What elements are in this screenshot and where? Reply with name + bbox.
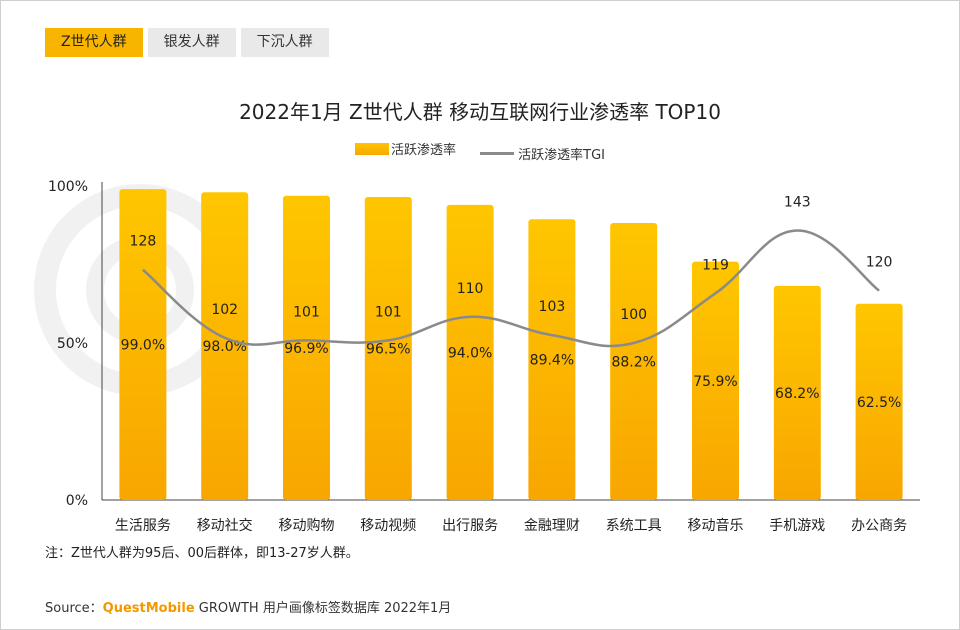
tgi-value-label: 120 <box>866 255 893 271</box>
tgi-value-label: 101 <box>375 304 402 320</box>
legend-bar-swatch <box>354 142 389 155</box>
bar-value-label: 94.0% <box>448 345 492 361</box>
chart-legend: 活跃渗透率 活跃渗透率TGI <box>0 139 960 163</box>
x-tick-label: 金融理财 <box>524 518 580 534</box>
y-tick-label: 0% <box>66 493 88 509</box>
legend-line-swatch <box>480 151 515 155</box>
tgi-value-label: 110 <box>457 281 484 297</box>
bar <box>773 285 821 500</box>
x-tick-label: 办公商务 <box>851 518 907 534</box>
x-tick-label: 移动购物 <box>279 518 335 534</box>
tgi-value-label: 103 <box>539 299 566 315</box>
bar <box>692 261 739 500</box>
bar <box>610 223 658 500</box>
x-tick-label: 出行服务 <box>442 518 498 534</box>
bar-value-label: 96.5% <box>366 341 410 357</box>
source-prefix: Source： <box>45 601 103 616</box>
source-brand: QuestMobile <box>102 601 195 616</box>
tab-silver[interactable]: 银发人群 <box>147 28 236 57</box>
bar-value-label: 88.2% <box>611 355 655 371</box>
group-tabs: Z世代人群 银发人群 下沉人群 <box>45 28 329 57</box>
legend-label-tgi: 活跃渗透率TGI <box>518 147 605 163</box>
bar-value-label: 96.9% <box>284 341 328 357</box>
bar <box>364 196 412 501</box>
bar <box>855 303 903 500</box>
x-tick-label: 移动社交 <box>197 517 253 534</box>
x-tick-label: 生活服务 <box>115 518 171 534</box>
source-suffix: GROWTH 用户画像标签数据库 2022年1月 <box>198 601 452 616</box>
tgi-value-label: 100 <box>620 307 647 323</box>
bar <box>201 192 249 500</box>
tgi-value-label: 128 <box>130 234 157 250</box>
y-tick-label: 50% <box>57 336 88 352</box>
bar-value-label: 62.5% <box>857 395 901 411</box>
source-line: Source：QuestMobile GROWTH 用户画像标签数据库 2022… <box>45 597 451 616</box>
tgi-value-label: 119 <box>702 257 729 273</box>
legend-item-penetration: 活跃渗透率 <box>354 139 456 158</box>
legend-label-penetration: 活跃渗透率 <box>390 143 456 158</box>
tab-gen-z[interactable]: Z世代人群 <box>45 28 143 57</box>
bar-value-label: 89.4% <box>530 353 574 369</box>
legend-item-tgi: 活跃渗透率TGI <box>480 144 605 163</box>
tab-lower-tier[interactable]: 下沉人群 <box>240 28 329 57</box>
tgi-line <box>142 229 880 348</box>
x-tick-label: 手机游戏 <box>769 518 825 534</box>
bar <box>119 189 167 500</box>
bar <box>283 195 330 500</box>
x-tick-label: 移动音乐 <box>688 517 744 534</box>
y-tick-label: 100% <box>48 179 88 195</box>
tgi-value-label: 102 <box>211 302 238 318</box>
x-tick-label: 移动视频 <box>360 518 416 534</box>
chart-title: 2022年1月 Z世代人群 移动互联网行业渗透率 TOP10 <box>239 100 721 124</box>
bar-value-label: 98.0% <box>202 339 246 355</box>
bar-value-label: 68.2% <box>775 386 819 402</box>
footnote: 注：Z世代人群为95后、00后群体，即13-27岁人群。 <box>45 546 359 561</box>
x-tick-label: 系统工具 <box>606 518 662 534</box>
bar-value-label: 75.9% <box>693 374 737 390</box>
bar <box>446 204 494 500</box>
bar-value-label: 99.0% <box>121 338 165 354</box>
tgi-value-label: 143 <box>784 194 811 210</box>
tgi-value-label: 101 <box>293 304 320 320</box>
bar <box>528 219 576 500</box>
